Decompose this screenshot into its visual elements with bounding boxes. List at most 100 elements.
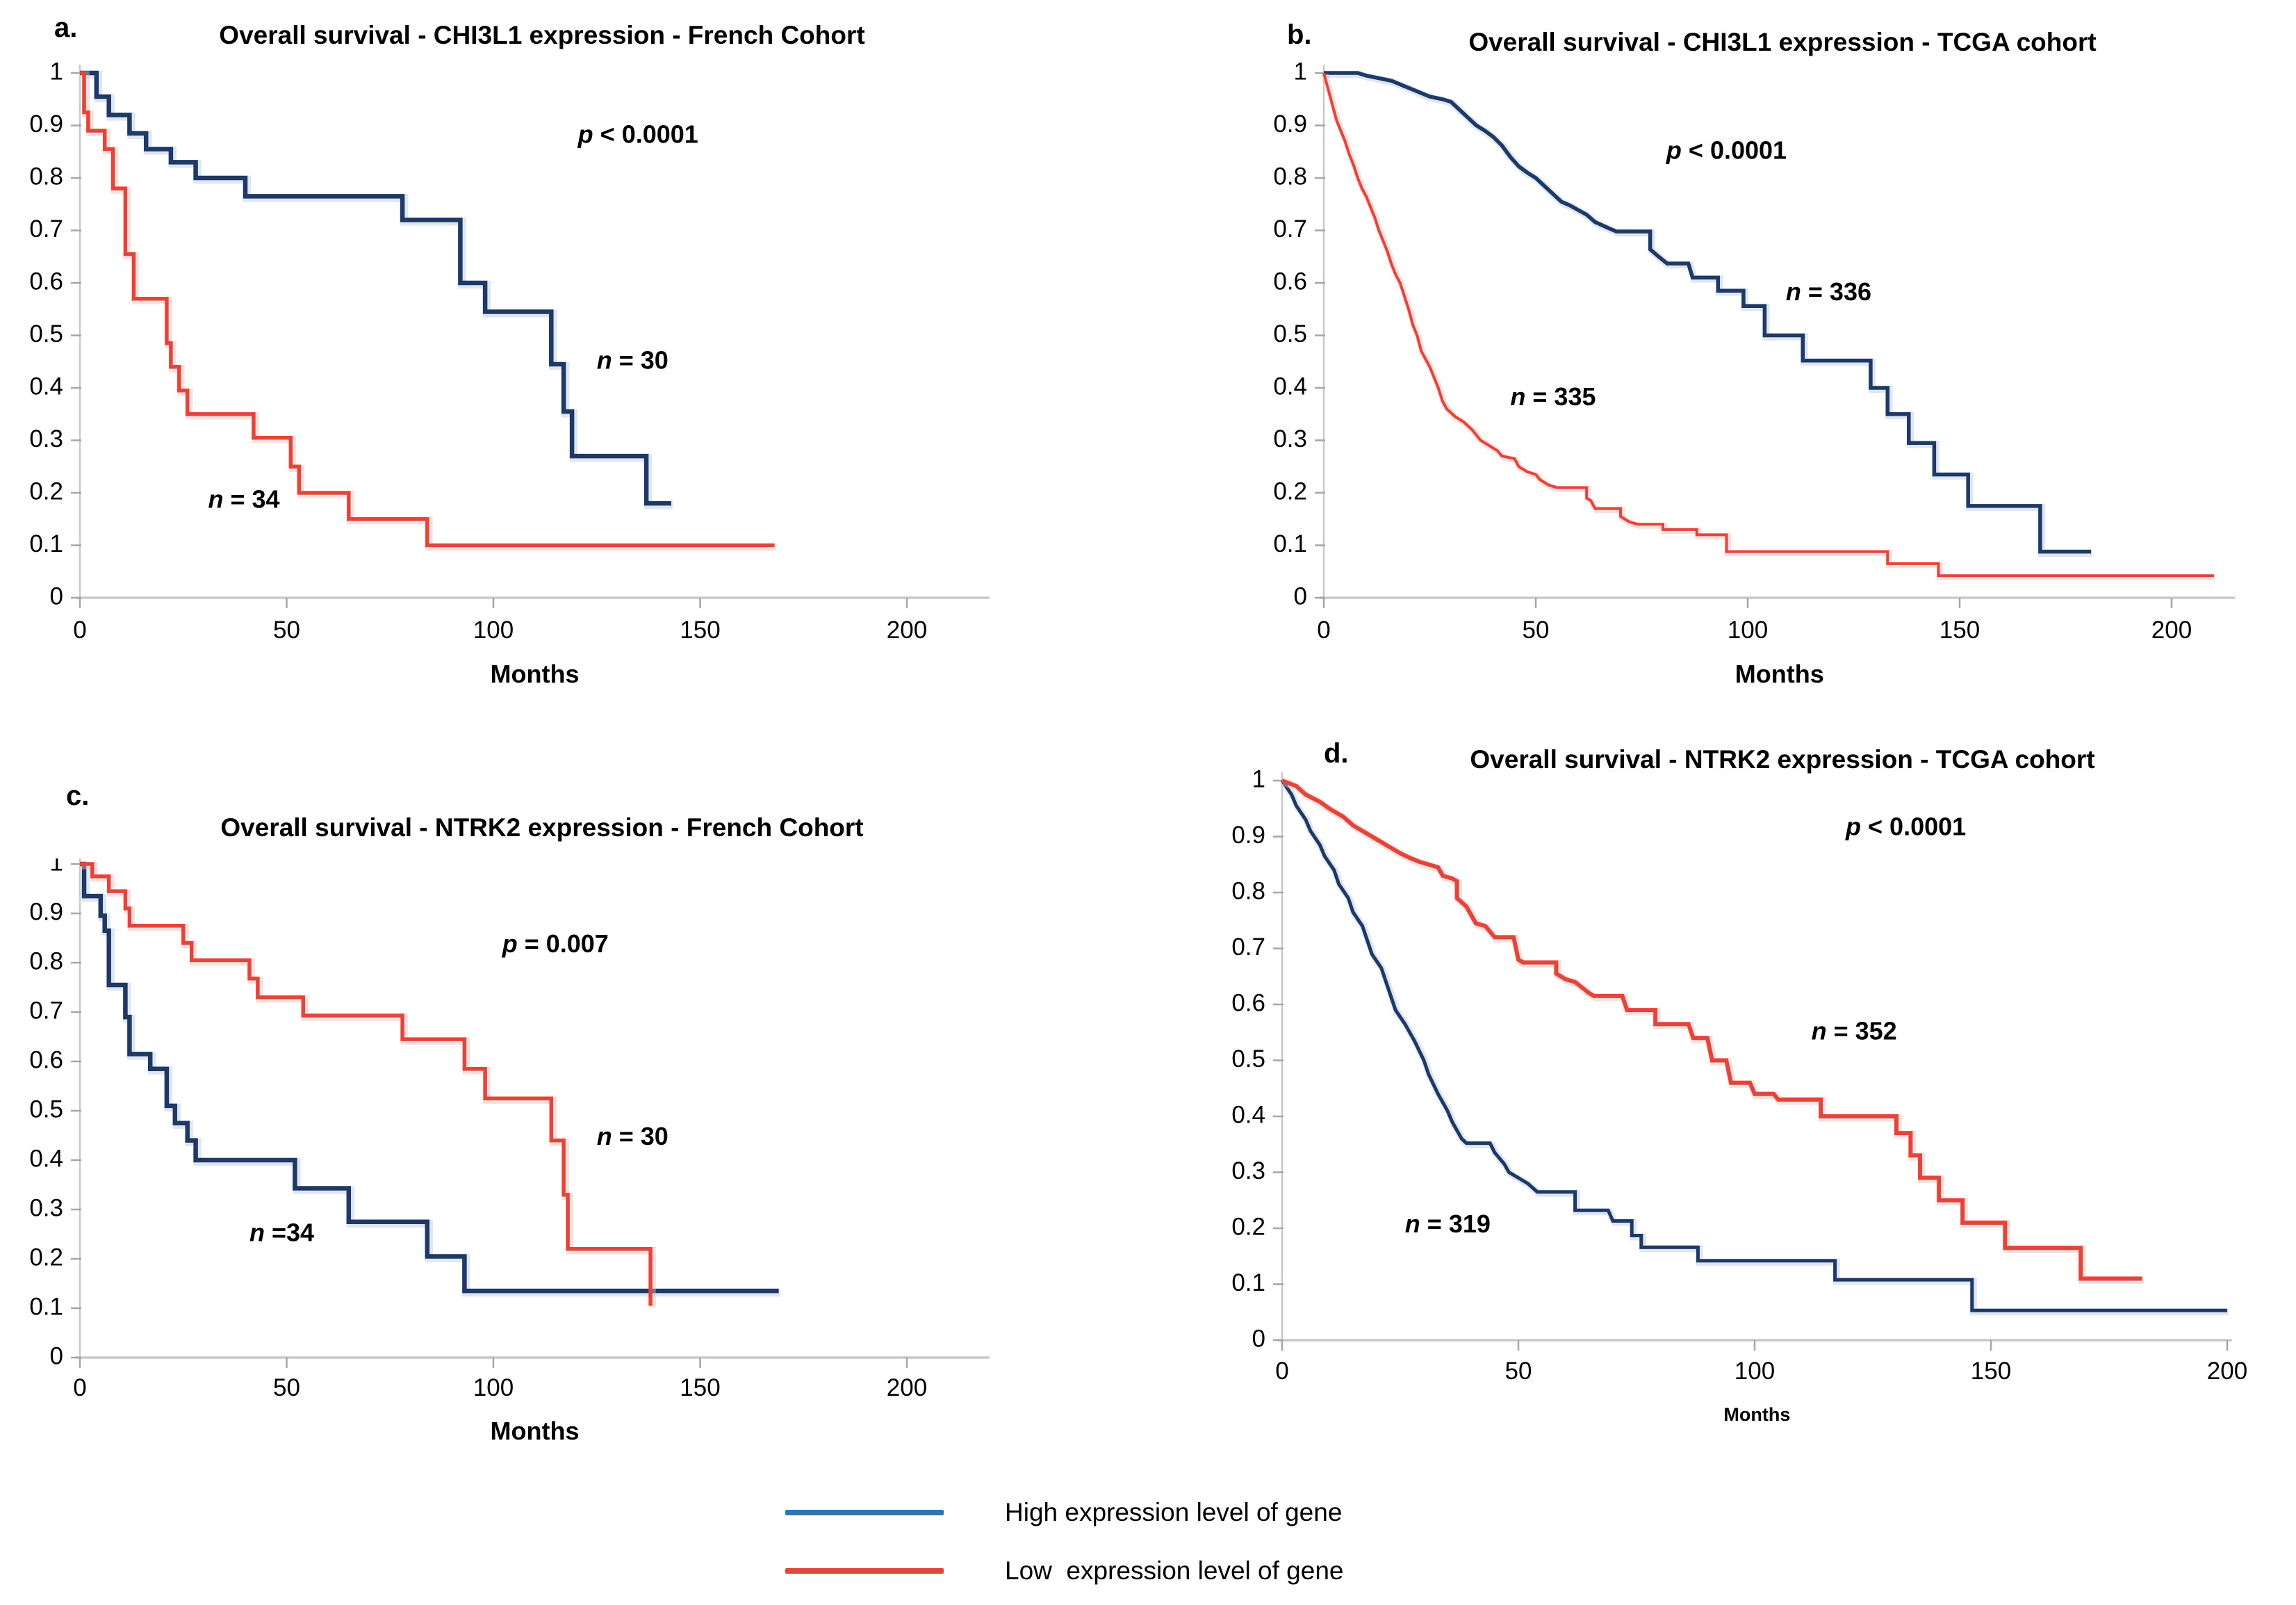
legend-item-low: Low expression level of gene — [785, 1553, 1550, 1589]
km-chart-c: 1 0.9 0.8 0.7 0.6 0.5 0.4 0.3 0.2 0.1 00 50 100 150 20… — [29, 858, 990, 1445]
svg-text:0.3: 0.3 — [1231, 1157, 1265, 1184]
low-expression-line-icon — [785, 1568, 944, 1574]
svg-text:0.6: 0.6 — [1273, 268, 1307, 295]
svg-text:p = 0.007: p = 0.007 — [502, 929, 609, 958]
svg-text:200: 200 — [887, 1374, 927, 1401]
svg-text:n = 30: n = 30 — [597, 1122, 669, 1150]
svg-text:100: 100 — [1735, 1358, 1775, 1385]
svg-text:0.9: 0.9 — [1231, 822, 1265, 849]
svg-text:150: 150 — [1971, 1358, 2011, 1385]
svg-text:n = 34: n = 34 — [208, 484, 279, 513]
panel-label-d: d. — [1324, 738, 1349, 769]
svg-text:n =34: n =34 — [249, 1218, 314, 1246]
svg-text:100: 100 — [473, 617, 514, 644]
svg-text:200: 200 — [887, 617, 927, 644]
svg-text:0.1: 0.1 — [1273, 530, 1307, 557]
svg-text:Months: Months — [491, 1417, 580, 1445]
panel-title-c: Overall survival - NTRK2 expression - Fr… — [220, 813, 864, 842]
svg-text:50: 50 — [1505, 1358, 1532, 1385]
legend-label-high: High expression level of gene — [1005, 1498, 1343, 1526]
svg-text:n = 319: n = 319 — [1405, 1209, 1491, 1237]
svg-text:0.5: 0.5 — [29, 320, 63, 348]
svg-text:Months: Months — [1723, 1404, 1790, 1425]
svg-text:n = 335: n = 335 — [1510, 382, 1596, 411]
svg-text:100: 100 — [473, 1374, 514, 1401]
svg-text:0.8: 0.8 — [1273, 163, 1307, 190]
svg-text:0.4: 0.4 — [29, 373, 63, 400]
svg-text:0.1: 0.1 — [1231, 1269, 1265, 1296]
panel-a: a. Overall survival - CHI3L1 expression … — [17, 7, 1060, 740]
panel-title-a: Overall survival - CHI3L1 expression - F… — [219, 21, 865, 49]
svg-text:0.4: 0.4 — [1273, 373, 1307, 400]
svg-text:100: 100 — [1728, 617, 1768, 644]
svg-text:150: 150 — [1940, 617, 1980, 644]
svg-text:0.9: 0.9 — [29, 111, 63, 138]
svg-text:50: 50 — [273, 617, 300, 644]
svg-text:50: 50 — [1523, 617, 1550, 644]
legend-label-low: Low expression level of gene — [1005, 1556, 1344, 1585]
svg-text:p < 0.0001: p < 0.0001 — [577, 120, 698, 148]
svg-text:0.5: 0.5 — [29, 1095, 63, 1123]
svg-text:0: 0 — [50, 1342, 63, 1369]
panel-label-c: c. — [66, 781, 90, 811]
svg-text:0.7: 0.7 — [1273, 215, 1307, 243]
svg-text:0.3: 0.3 — [29, 1194, 63, 1221]
svg-text:0: 0 — [1317, 617, 1330, 644]
svg-text:0.4: 0.4 — [1231, 1101, 1265, 1128]
svg-text:1: 1 — [1252, 770, 1265, 792]
svg-text:0.8: 0.8 — [29, 163, 63, 190]
svg-text:0.4: 0.4 — [29, 1145, 63, 1172]
svg-text:0: 0 — [73, 617, 86, 644]
svg-text:1: 1 — [50, 858, 63, 876]
svg-text:Months: Months — [1735, 660, 1824, 688]
km-chart-b: 1 0.9 0.8 0.7 0.6 0.5 0.4 0.3 0.2 0.1 00 50 100 150 20… — [1273, 58, 2236, 688]
svg-text:0: 0 — [1275, 1358, 1288, 1385]
panel-label-b: b. — [1287, 19, 1312, 50]
panel-label-a: a. — [54, 13, 78, 43]
svg-text:0.7: 0.7 — [29, 997, 63, 1024]
svg-text:1: 1 — [50, 58, 63, 85]
svg-text:0.2: 0.2 — [29, 1244, 63, 1271]
svg-text:0.9: 0.9 — [29, 898, 63, 925]
svg-text:0.6: 0.6 — [29, 268, 63, 295]
high-expression-line-icon — [785, 1510, 944, 1515]
svg-text:0.2: 0.2 — [29, 478, 63, 505]
km-chart-a: 1 0.9 0.8 0.7 0.6 0.5 0.4 0.3 0.2 0.1 00 50 100 150 20… — [29, 58, 990, 688]
panel-title-d: Overall survival - NTRK2 expression - TC… — [1470, 745, 2095, 774]
svg-text:p < 0.0001: p < 0.0001 — [1666, 136, 1787, 164]
legend-item-high: High expression level of gene — [785, 1494, 1550, 1531]
svg-text:0: 0 — [1252, 1325, 1265, 1352]
panel-d: d. Overall survival - NTRK2 expression -… — [1206, 723, 2293, 1446]
svg-text:0.9: 0.9 — [1273, 111, 1307, 138]
svg-text:0: 0 — [73, 1374, 86, 1401]
panel-c: c. Overall survival - NTRK2 expression -… — [17, 747, 1060, 1463]
svg-text:0.8: 0.8 — [1231, 877, 1265, 904]
svg-text:0.6: 0.6 — [1231, 989, 1265, 1016]
svg-text:0: 0 — [50, 582, 63, 610]
svg-text:p < 0.0001: p < 0.0001 — [1845, 812, 1966, 840]
svg-text:0.5: 0.5 — [1231, 1045, 1265, 1073]
svg-text:50: 50 — [273, 1374, 300, 1401]
svg-text:200: 200 — [2207, 1358, 2247, 1385]
svg-text:0.7: 0.7 — [1231, 934, 1265, 961]
svg-text:0.3: 0.3 — [29, 425, 63, 453]
svg-text:0.2: 0.2 — [1273, 478, 1307, 505]
panel-title-b: Overall survival - CHI3L1 expression - T… — [1468, 28, 2097, 56]
svg-text:Months: Months — [491, 660, 580, 688]
km-chart-d: 1 0.9 0.8 0.7 0.6 0.5 0.4 0.3 0.2 0.1 00 50 100 150 20… — [1231, 770, 2247, 1425]
panel-b: b. Overall survival - CHI3L1 expression … — [1206, 7, 2293, 740]
svg-text:200: 200 — [2151, 617, 2192, 644]
svg-text:0.5: 0.5 — [1273, 320, 1307, 348]
svg-text:0.1: 0.1 — [29, 1293, 63, 1320]
svg-text:0.6: 0.6 — [29, 1046, 63, 1073]
svg-text:n = 30: n = 30 — [597, 345, 669, 374]
svg-text:150: 150 — [680, 1374, 720, 1401]
svg-text:0: 0 — [1294, 582, 1307, 610]
svg-text:0.2: 0.2 — [1231, 1213, 1265, 1240]
svg-text:0.7: 0.7 — [29, 215, 63, 243]
svg-text:n = 336: n = 336 — [1786, 277, 1871, 306]
svg-text:150: 150 — [680, 617, 720, 644]
svg-text:1: 1 — [1294, 58, 1307, 85]
svg-text:0.1: 0.1 — [29, 530, 63, 557]
